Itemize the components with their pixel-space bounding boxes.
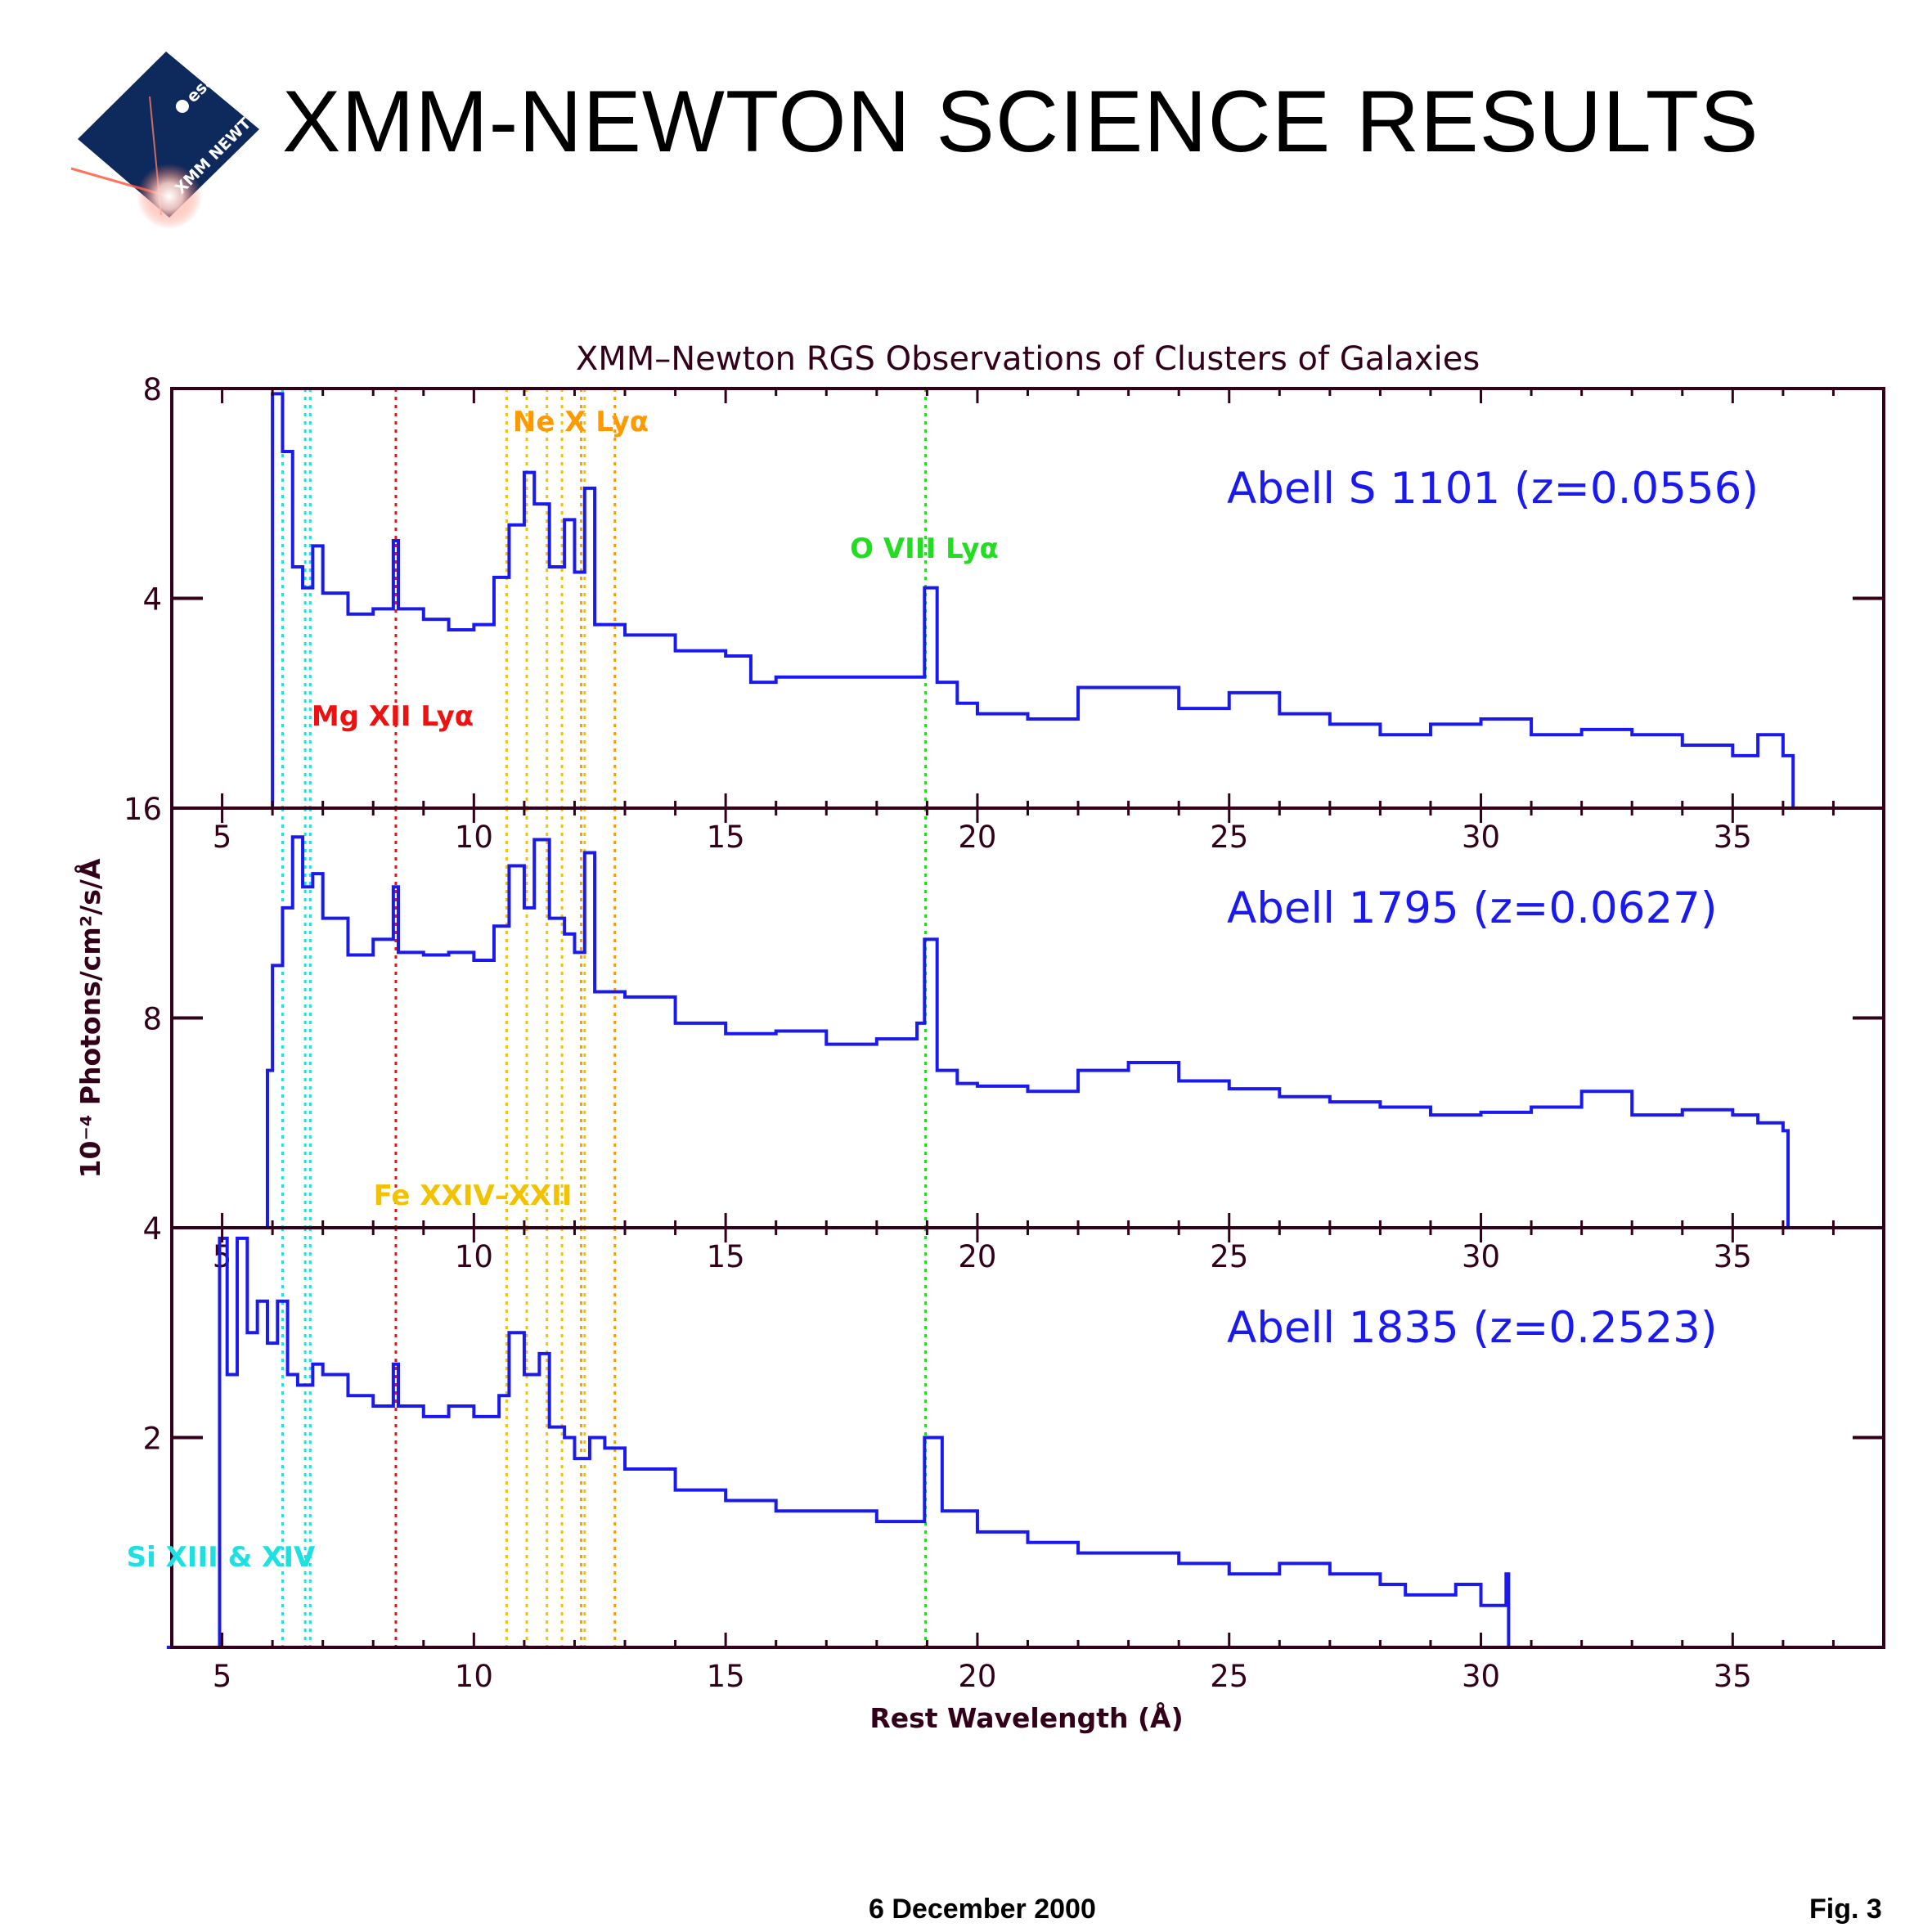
line-label: Fe XXIV–XXII (374, 1179, 573, 1212)
x-tick-label: 5 (213, 1239, 232, 1274)
spectrum-series (257, 835, 1790, 1229)
line-label: Ne X Lyα (513, 406, 649, 438)
panel-label: Abell S 1101 (z=0.0556) (1227, 464, 1759, 514)
x-tick-label: 5 (213, 1659, 232, 1694)
y-tick-label: 2 (142, 1422, 162, 1457)
y-tick-label: 4 (142, 1211, 162, 1247)
panel-label: Abell 1835 (z=0.2523) (1227, 1303, 1718, 1353)
x-axis-label: Rest Wavelength (Å) (869, 1701, 1183, 1734)
x-tick-label: 15 (707, 1239, 745, 1274)
x-tick-label: 20 (958, 1239, 996, 1274)
x-tick-label: 20 (958, 1659, 996, 1694)
y-tick-label: 4 (142, 582, 162, 618)
figure-number: Fig. 3 (1809, 1894, 1882, 1925)
x-tick-label: 10 (455, 820, 493, 855)
xmm-newton-logo: esa XMM NEWTON (70, 52, 266, 229)
y-tick-label: 8 (142, 1002, 162, 1037)
line-label: Si XIII & XIV (127, 1541, 316, 1574)
y-axis-label: 10⁻⁴ Photons/cm²/s/Å (74, 858, 106, 1178)
x-tick-label: 35 (1714, 1239, 1752, 1274)
x-tick-label: 15 (707, 1659, 745, 1694)
x-tick-label: 25 (1210, 1239, 1248, 1274)
line-label: Mg XII Lyα (312, 700, 474, 733)
x-tick-label: 30 (1462, 820, 1500, 855)
x-tick-label: 5 (213, 820, 232, 855)
y-tick-label: 16 (124, 792, 162, 827)
footer-date: 6 December 2000 (869, 1894, 1096, 1925)
x-tick-label: 35 (1714, 820, 1752, 855)
x-tick-label: 15 (707, 820, 745, 855)
x-tick-label: 35 (1714, 1659, 1752, 1694)
x-tick-label: 10 (455, 1239, 493, 1274)
panel-frame (170, 806, 1885, 1229)
x-tick-label: 20 (958, 820, 996, 855)
chart-title: XMM–Newton RGS Observations of Clusters … (576, 340, 1480, 378)
x-tick-label: 10 (455, 1659, 493, 1694)
spectrum-panel-3: 5 10 15 20 25 30 35 2 4 Abell 1835 (z=0.2523) (142, 1211, 1885, 1694)
spectrum-panel-1: 5 10 15 20 25 30 35 4 8 Abell S 1101 (z=0.0556) (142, 372, 1885, 855)
x-tick-label: 25 (1210, 1659, 1248, 1694)
logo-flare (137, 164, 202, 229)
x-tick-label: 30 (1462, 1659, 1500, 1694)
line-label: O VIII Lyα (850, 532, 999, 565)
panel-frame (170, 1226, 1885, 1649)
x-tick-label: 30 (1462, 1239, 1500, 1274)
x-tick-label: 25 (1210, 820, 1248, 855)
panel-frame (170, 387, 1885, 810)
panel-label: Abell 1795 (z=0.0627) (1227, 883, 1718, 933)
page-title: XMM-NEWTON SCIENCE RESULTS (282, 72, 1759, 170)
spectrum-series (166, 1236, 1582, 1649)
logo-diamond (78, 52, 259, 218)
spectrum-series (262, 392, 1795, 810)
y-tick-label: 8 (142, 372, 162, 407)
